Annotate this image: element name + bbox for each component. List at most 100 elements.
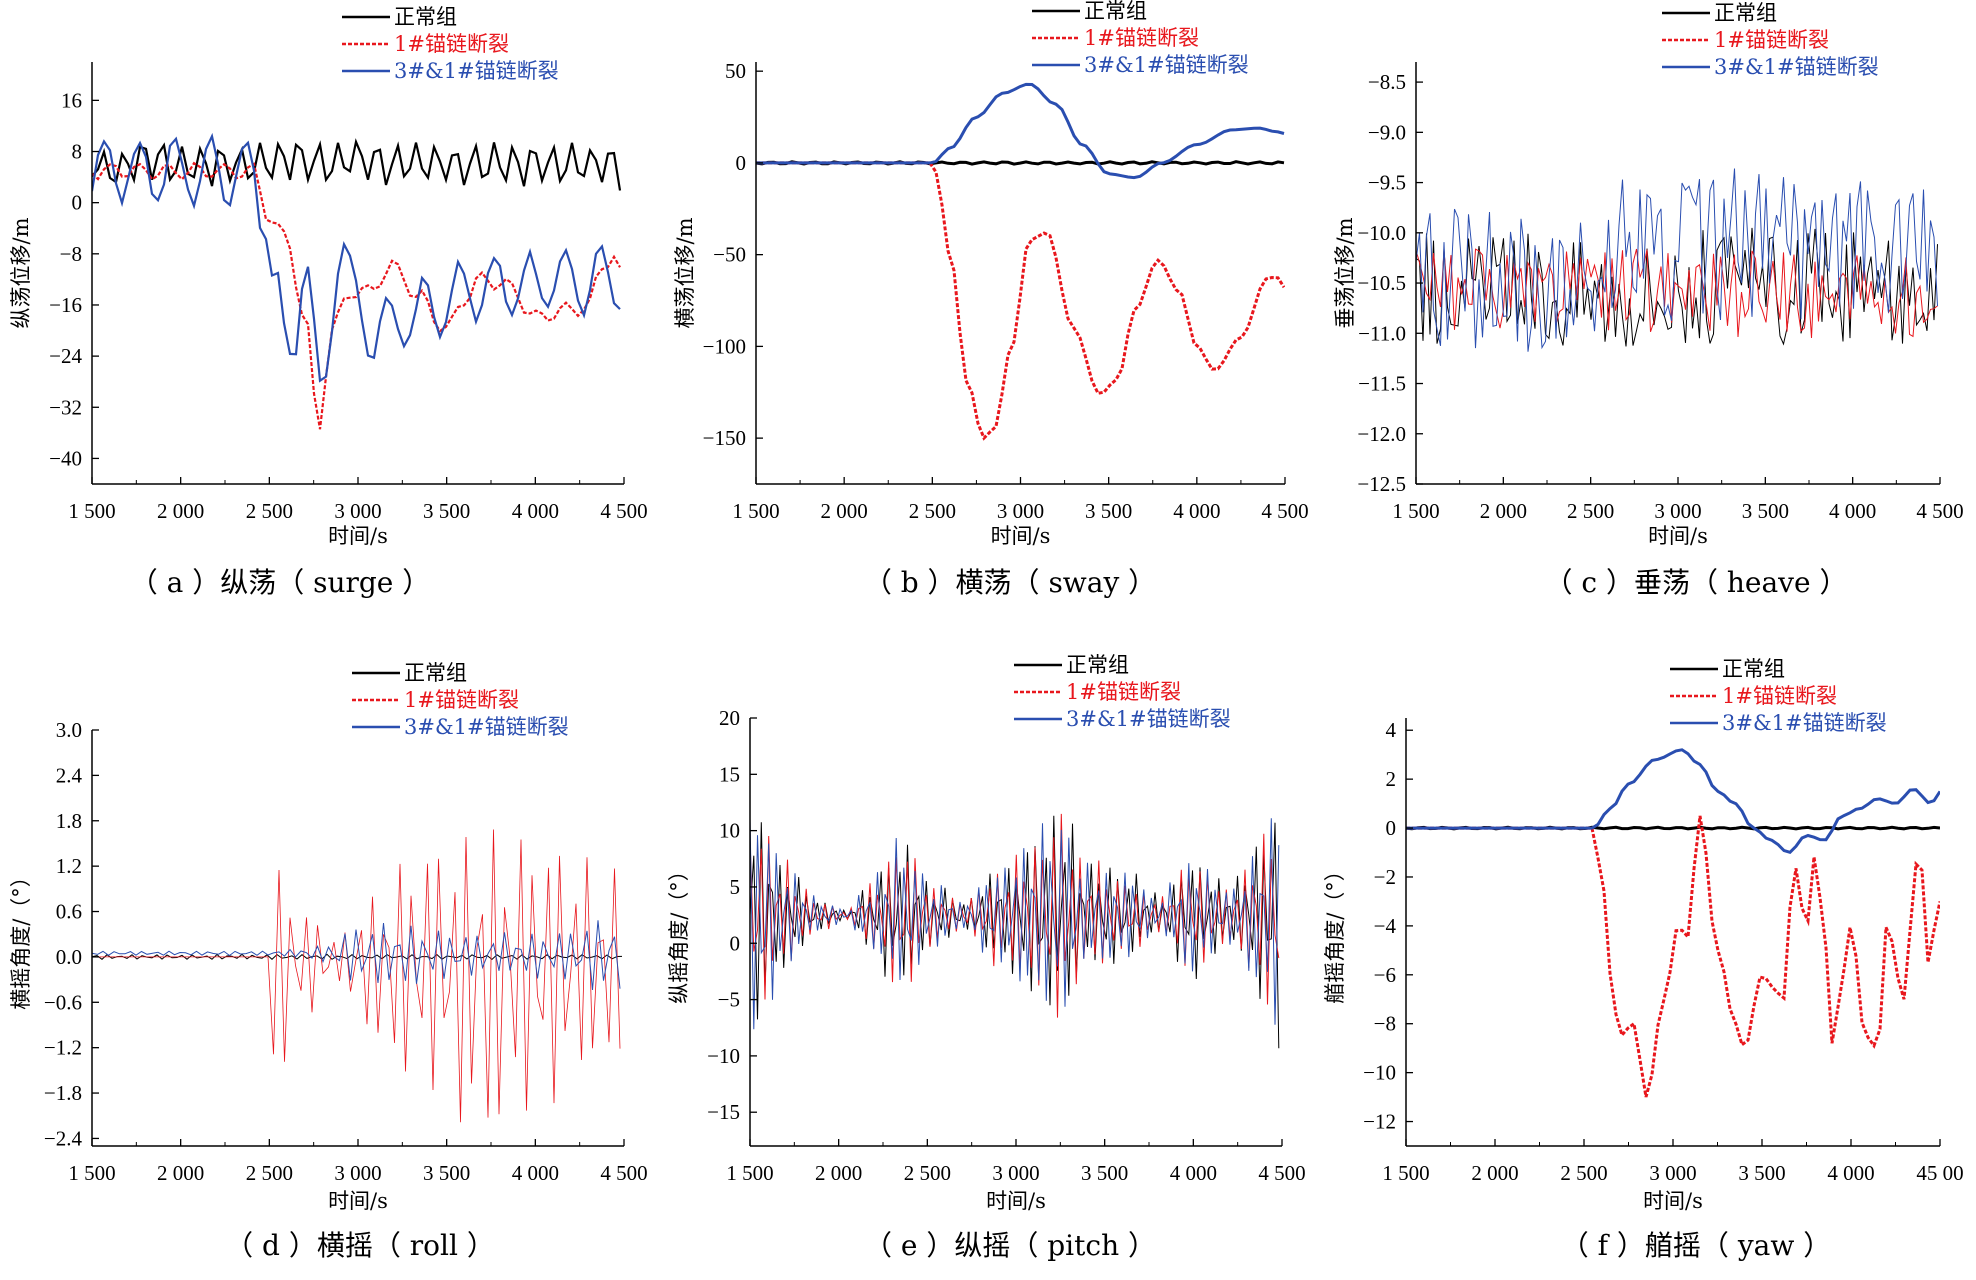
legend-entry: 3#&1#锚链断裂 [1084,53,1249,77]
legend-entry: 1#锚链断裂 [1066,680,1181,704]
y-tick-label: 8 [72,140,83,164]
x-axis-label: 时间/s [1648,524,1708,548]
y-axis-label: 横摇角度/（°） [9,866,33,1010]
series-line-3 [750,818,1280,1030]
legend-entry: 1#锚链断裂 [1714,28,1829,52]
legend: 正常组 1#锚链断裂 3#&1#锚链断裂 [352,661,569,739]
y-tick-label: −12.5 [1357,472,1406,496]
x-tick-label: 4 000 [1173,499,1220,523]
y-tick-label: −50 [713,243,746,267]
series-line-3 [92,132,621,383]
series-group [1406,748,1940,1098]
series-group [1416,168,1938,352]
x-tick-label: 2 500 [246,499,293,523]
panel-caption: （ c ）垂荡（ heave ） [1545,566,1848,599]
y-tick-label: −9.0 [1368,120,1406,144]
x-tick-label: 3 000 [334,499,381,523]
x-tick-label: 2 000 [157,499,204,523]
legend-entry: 3#&1#锚链断裂 [404,715,569,739]
x-tick-label: 4 000 [512,499,559,523]
y-tick-label: −40 [49,446,82,470]
legend-entry: 1#锚链断裂 [1084,26,1199,50]
legend-entry: 正常组 [1714,1,1777,25]
series-line-3 [756,82,1285,180]
x-tick-label: 3 500 [423,499,470,523]
x-tick-label: 2 000 [1480,499,1527,523]
x-tick-label: 3 500 [1085,499,1132,523]
chart-panel-3: 1 500 2 000 2 500 3 000 3 500 4 000 4 500 −8.5 −… [1333,1,1964,599]
series-line-2 [1406,815,1940,1098]
y-tick-label: 0 [72,191,83,215]
x-tick-label: 4 000 [1829,499,1876,523]
x-tick-label: 4 500 [1258,1161,1305,1185]
chart-panel-2: 1 500 2 000 2 500 3 000 3 500 4 000 4 500 50 0 −5… [673,0,1309,599]
chart-panel-1: 1 500 2 000 2 500 3 000 3 500 4 000 4 500 16 8 0 −… [9,5,648,599]
legend: 正常组 1#锚链断裂 3#&1#锚链断裂 [1670,657,1887,735]
y-tick-label: 5 [730,875,741,899]
y-tick-label: −10 [1363,1061,1396,1085]
y-tick-label: 0 [730,931,741,955]
chart-panel-5: 1 500 2 000 2 500 3 000 3 500 4 000 4 500 20 15 1… [667,653,1306,1262]
y-tick-label: 0 [736,151,747,175]
panel-caption: （ d ）横摇（ roll ） [225,1229,495,1262]
y-tick-label: −8 [1374,1012,1396,1036]
x-tick-label: 4 000 [1170,1161,1217,1185]
x-tick-label: 2 500 [246,1161,293,1185]
series-line-2 [92,161,621,430]
legend-entry: 正常组 [1084,0,1147,23]
y-axis-label: 艏摇角度/（°） [1323,860,1347,1004]
y-tick-label: 50 [725,59,746,83]
x-tick-label: 4 500 [1916,499,1963,523]
x-tick-label: 1 500 [68,499,115,523]
y-tick-label: 2.4 [56,763,83,787]
y-axis-label: 纵荡位移/m [9,217,33,328]
y-tick-label: −100 [703,334,746,358]
series-line-2 [1416,248,1938,339]
y-tick-label: −5 [718,988,740,1012]
x-tick-label: 3 000 [1654,499,1701,523]
x-tick-label: 3 500 [1738,1161,1785,1185]
x-tick-label: 2 500 [1560,1161,1607,1185]
y-tick-label: −11.0 [1358,321,1406,345]
legend-entry: 3#&1#锚链断裂 [1066,707,1231,731]
series-line-3 [92,920,621,990]
series-line-3 [1416,168,1938,352]
x-tick-label: 2 000 [815,1161,862,1185]
legend: 正常组 1#锚链断裂 3#&1#锚链断裂 [1032,0,1249,77]
x-axis-label: 时间/s [328,1189,388,1213]
y-axis-label: 垂荡位移/m [1333,217,1357,328]
series-line-2 [756,161,1285,441]
y-tick-label: 0.6 [56,900,82,924]
y-tick-label: −16 [49,293,82,317]
y-tick-label: −8 [60,242,82,266]
y-tick-label: 4 [1386,718,1397,742]
series-group [750,813,1280,1049]
y-tick-label: 0 [1386,816,1397,840]
x-tick-label: 4 500 [600,1161,647,1185]
x-axis-label: 时间/s [986,1189,1046,1213]
x-tick-label: 4 000 [1827,1161,1874,1185]
x-tick-label: 4 000 [512,1161,559,1185]
x-tick-label: 2 500 [904,1161,951,1185]
y-tick-label: −15 [707,1100,740,1124]
x-tick-label: 1 500 [726,1161,773,1185]
legend-entry: 正常组 [1722,657,1785,681]
y-tick-label: −12.0 [1357,422,1406,446]
x-tick-label: 3 000 [1649,1161,1696,1185]
x-axis-label: 时间/s [1643,1189,1703,1213]
y-tick-label: 0.0 [56,945,82,969]
legend-entry: 1#锚链断裂 [394,32,509,56]
y-tick-label: −0.6 [44,990,82,1014]
series-line-3 [1406,748,1940,854]
y-tick-label: 10 [719,819,740,843]
legend-entry: 3#&1#锚链断裂 [1714,55,1879,79]
legend: 正常组 1#锚链断裂 3#&1#锚链断裂 [1662,1,1879,79]
x-tick-label: 3 500 [1081,1161,1128,1185]
series-group [756,82,1285,441]
chart-panel-6: 1 500 2 000 2 500 3 000 3 500 4 000 45 00 4 2 0 −2… [1323,657,1964,1262]
legend-entry: 3#&1#锚链断裂 [1722,711,1887,735]
panel-caption: （ a ）纵荡（ surge ） [130,566,431,599]
legend-entry: 正常组 [404,661,467,685]
y-tick-label: 16 [61,88,82,112]
x-axis-label: 时间/s [328,524,388,548]
